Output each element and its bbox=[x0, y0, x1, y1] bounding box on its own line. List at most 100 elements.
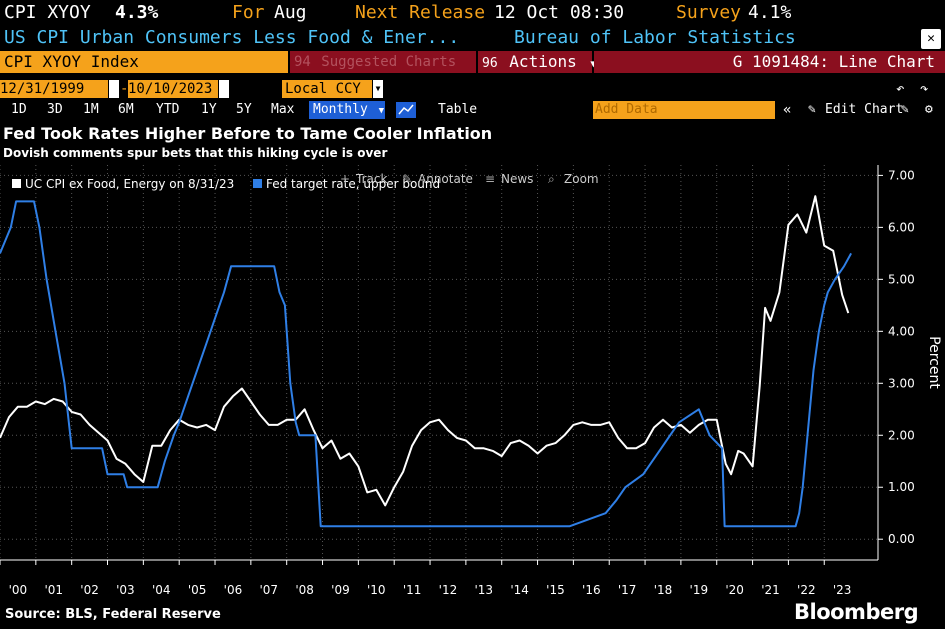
series-line-fed-rate bbox=[0, 200, 852, 528]
chart-tool-zoom[interactable]: Zoom bbox=[564, 172, 599, 186]
end-date-input[interactable]: 10/10/2023 bbox=[128, 80, 218, 98]
next-release-value: 12 Oct 08:30 bbox=[494, 2, 625, 23]
start-date: 12/31/1999 bbox=[0, 81, 85, 97]
chart-id: G 1091484: Line Chart bbox=[594, 51, 945, 73]
frequency-select[interactable]: Monthly ▼ bbox=[309, 101, 385, 119]
x-tick-label: '12 bbox=[439, 583, 458, 597]
x-tick-label: '05 bbox=[188, 583, 207, 597]
y-tick-label: 3.00 bbox=[888, 376, 915, 390]
currency-select[interactable]: Local CCY bbox=[282, 80, 372, 98]
survey-label: Survey bbox=[676, 2, 742, 23]
legend-label: UC CPI ex Food, Energy on 8/31/23 bbox=[25, 177, 234, 191]
calendar-icon[interactable] bbox=[219, 80, 229, 98]
x-tick-label: '03 bbox=[116, 583, 135, 597]
x-axis: '00 '01 '02 '03 '04 '05 '06 '07 '08 '09 '10 '11 '12 '… bbox=[0, 559, 878, 597]
line-chart: '00 '01 '02 '03 '04 '05 '06 '07 '08 '09 '10 '11 '12 '… bbox=[0, 165, 942, 597]
ticker-value: 4.3% bbox=[115, 2, 159, 23]
suggested-code: 94 bbox=[294, 54, 311, 70]
y-tick-label: 6.00 bbox=[888, 220, 915, 234]
dropdown-arrow-icon: ▼ bbox=[586, 59, 596, 70]
news-icon[interactable]: ≡ bbox=[485, 172, 495, 186]
chart-tool-track[interactable]: Track bbox=[355, 172, 387, 186]
x-tick-label: '08 bbox=[295, 583, 314, 597]
x-tick-label: '11 bbox=[403, 583, 422, 597]
dropdown-arrow-icon[interactable]: ▼ bbox=[373, 80, 383, 98]
zoom-icon[interactable]: ⌕ bbox=[548, 172, 555, 186]
undo-icon[interactable]: ↶ bbox=[896, 81, 905, 97]
security-field[interactable]: CPI XYOY Index bbox=[0, 51, 288, 73]
x-tick-label: '13 bbox=[475, 583, 494, 597]
period-6m[interactable]: 6M bbox=[118, 102, 134, 117]
security-toolbar: CPI XYOY Index 94 Suggested Charts 96 Ac… bbox=[0, 51, 945, 73]
x-tick-label: '17 bbox=[618, 583, 637, 597]
x-tick-label: '10 bbox=[367, 583, 386, 597]
next-release-label: Next Release bbox=[355, 2, 486, 23]
redo-icon[interactable]: ↷ bbox=[920, 81, 929, 97]
description-line: US CPI Urban Consumers Less Food & Ener.… bbox=[0, 26, 945, 50]
end-date: 10/10/2023 bbox=[128, 81, 213, 97]
period-3d[interactable]: 3D bbox=[47, 102, 63, 117]
x-tick-label: '01 bbox=[44, 583, 63, 597]
x-tick-label: '09 bbox=[331, 583, 350, 597]
actions-code: 96 bbox=[482, 56, 498, 71]
x-tick-label: '19 bbox=[690, 583, 709, 597]
y-tick-label: 7.00 bbox=[888, 168, 915, 182]
x-tick-label: '22 bbox=[797, 583, 816, 597]
x-tick-label: '18 bbox=[654, 583, 673, 597]
pencil-icon[interactable]: ✎ bbox=[808, 102, 816, 117]
suggested-charts-button[interactable]: 94 Suggested Charts bbox=[290, 51, 476, 73]
legend-label: Fed target rate, upper bound bbox=[266, 177, 440, 191]
line-chart-icon[interactable] bbox=[396, 102, 416, 118]
period-1y[interactable]: 1Y bbox=[201, 102, 217, 117]
chart-tool-annotate[interactable]: Annotate bbox=[418, 172, 473, 186]
period-bar: 1D 3D 1M 6M YTD 1Y 5Y Max Monthly ▼ Tabl… bbox=[0, 81, 945, 120]
x-tick-label: '14 bbox=[510, 583, 529, 597]
ticker: CPI XYOY bbox=[4, 2, 91, 23]
for-label: For bbox=[232, 2, 265, 23]
chart-id-label: G 1091484: Line Chart bbox=[732, 52, 935, 71]
calendar-icon[interactable] bbox=[109, 80, 119, 98]
suggested-label: Suggested Charts bbox=[321, 54, 457, 70]
collapse-icon[interactable]: « bbox=[783, 102, 792, 118]
chart-title: Fed Took Rates Higher Before to Tame Coo… bbox=[3, 124, 493, 143]
y-tick-label: 0.00 bbox=[888, 532, 915, 546]
x-tick-label: '02 bbox=[80, 583, 99, 597]
y-tick-label: 5.00 bbox=[888, 272, 915, 286]
table-button[interactable]: Table bbox=[438, 102, 478, 117]
actions-button[interactable]: 96 Actions ▼ bbox=[478, 51, 596, 73]
currency-label: Local CCY bbox=[285, 81, 361, 97]
legend-swatch bbox=[12, 179, 21, 188]
gear-icon[interactable]: ⚙ bbox=[925, 102, 933, 117]
index-description: US CPI Urban Consumers Less Food & Ener.… bbox=[4, 27, 460, 48]
y-axis-label: Percent bbox=[926, 336, 942, 389]
period-max[interactable]: Max bbox=[271, 102, 295, 117]
legend: UC CPI ex Food, Energy on 8/31/23 Fed tar… bbox=[12, 177, 440, 191]
x-tick-label: '20 bbox=[725, 583, 744, 597]
period-1d[interactable]: 1D bbox=[11, 102, 27, 117]
grid-lines bbox=[0, 165, 878, 560]
chart-tools: + Track ✎ Annotate ≡ News ⌕ Zoom bbox=[340, 172, 599, 186]
date-range-bar: 12/31/1999 - 10/10/2023 Local CCY ▼ bbox=[0, 80, 945, 98]
x-tick-label: '15 bbox=[546, 583, 565, 597]
period-ytd[interactable]: YTD bbox=[156, 102, 180, 117]
x-tick-label: '16 bbox=[582, 583, 601, 597]
close-icon[interactable]: ✕ bbox=[921, 29, 941, 49]
y-tick-label: 2.00 bbox=[888, 428, 915, 442]
survey-value: 4.1% bbox=[748, 2, 792, 23]
edit-chart-button[interactable]: Edit Chart bbox=[825, 102, 904, 117]
start-date-input[interactable]: 12/31/1999 bbox=[0, 80, 108, 98]
bloomberg-logo: Bloomberg bbox=[794, 600, 919, 624]
y-axis: 7.00 6.00 5.00 4.00 3.00 2.00 1.00 0.00 bbox=[877, 165, 915, 560]
y-tick-label: 4.00 bbox=[888, 324, 915, 338]
crosshair-icon[interactable]: + bbox=[340, 172, 350, 186]
add-data-input[interactable]: Add Data bbox=[593, 101, 775, 119]
add-data-placeholder: Add Data bbox=[595, 102, 658, 117]
chart-source: Source: BLS, Federal Reserve bbox=[5, 607, 221, 622]
chart-tool-news[interactable]: News bbox=[501, 172, 533, 186]
period-1m[interactable]: 1M bbox=[83, 102, 99, 117]
edit-icon[interactable]: ✎ bbox=[901, 102, 909, 117]
x-tick-label: '04 bbox=[152, 583, 171, 597]
annotate-icon[interactable]: ✎ bbox=[402, 172, 412, 186]
period-5y[interactable]: 5Y bbox=[236, 102, 252, 117]
x-tick-label: '21 bbox=[761, 583, 780, 597]
